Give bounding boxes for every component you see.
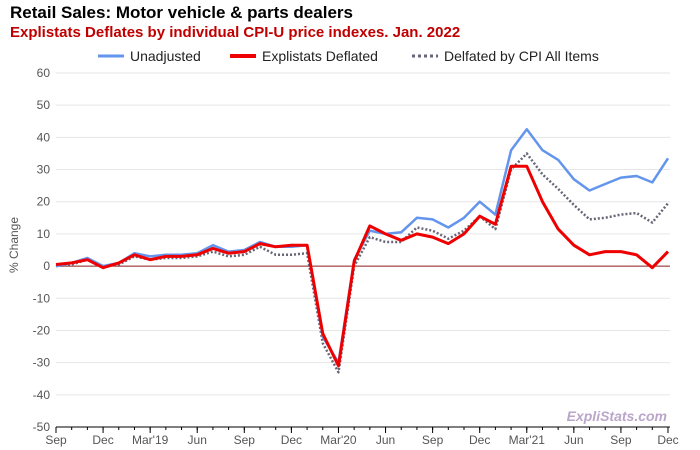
- series-line-1: [55, 164, 670, 368]
- y-tick-label: -20: [33, 323, 51, 337]
- legend-label: Unadjusted: [130, 48, 201, 64]
- legend: Unadjusted Explistats Deflated Delfated by…: [98, 48, 599, 64]
- y-tick-label: -30: [33, 356, 51, 370]
- x-tick-label: Jun: [376, 433, 395, 447]
- legend-label: Explistats Deflated: [262, 48, 378, 64]
- x-tick-label: Mar'21: [509, 433, 546, 447]
- y-tick-label: -10: [33, 291, 51, 305]
- y-tick-label: 50: [37, 98, 51, 112]
- y-tick-label: -40: [33, 388, 51, 402]
- y-tick-label: 40: [37, 130, 51, 144]
- x-tick-label: Dec: [657, 433, 678, 447]
- x-tick-label: Dec: [92, 433, 113, 447]
- x-tick-label: Sep: [234, 433, 256, 447]
- y-axis-label: % Change: [7, 217, 21, 273]
- x-tick-label: Sep: [610, 433, 632, 447]
- series-line-2: [55, 152, 669, 374]
- x-tick-label: Jun: [564, 433, 583, 447]
- y-tick-label: 0: [43, 259, 50, 273]
- y-tick-label: -50: [33, 420, 51, 434]
- x-tick-label: Sep: [45, 433, 67, 447]
- y-tick-label: 30: [37, 163, 51, 177]
- y-tick-label: 20: [37, 195, 51, 209]
- x-tick-label: Dec: [469, 433, 490, 447]
- y-tick-label: 10: [37, 227, 51, 241]
- chart-subtitle: Explistats Deflates by individual CPI-U …: [10, 24, 461, 41]
- x-tick-label: Mar'19: [132, 433, 169, 447]
- watermark-logo: ExpliStats.com: [567, 408, 667, 424]
- x-tick-label: Mar'20: [320, 433, 357, 447]
- chart-title: Retail Sales: Motor vehicle & parts deal…: [10, 3, 353, 22]
- legend-label: Delfated by CPI All Items: [444, 48, 599, 64]
- y-tick-label: 60: [37, 66, 51, 80]
- x-tick-label: Sep: [422, 433, 444, 447]
- x-tick-label: Dec: [281, 433, 302, 447]
- x-tick-label: Jun: [188, 433, 207, 447]
- series-lines: [55, 128, 670, 374]
- grid-lines: [56, 72, 670, 428]
